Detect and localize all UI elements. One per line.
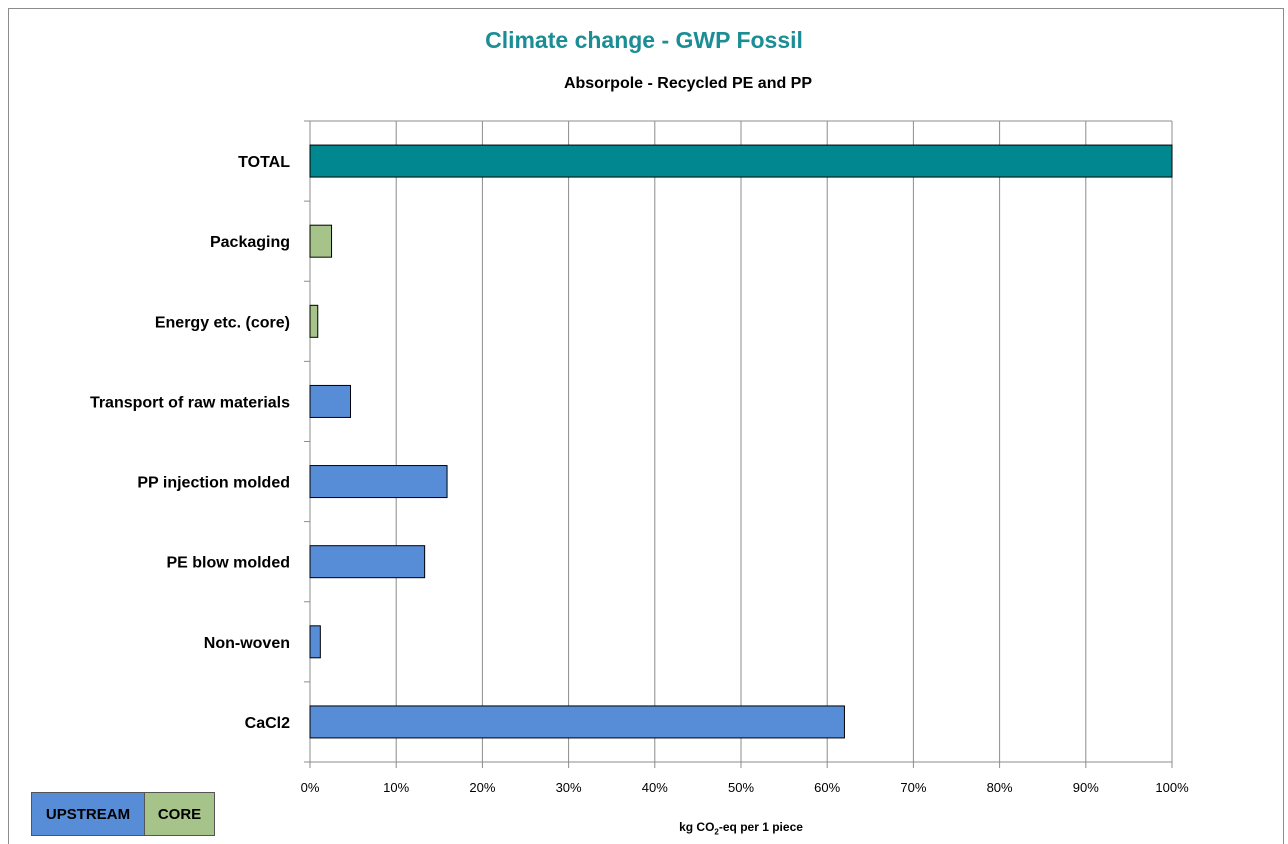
chart-subtitle: Absorpole - Recycled PE and PP <box>563 75 813 92</box>
x-tick-label: 60% <box>814 780 840 795</box>
legend-upstream: UPSTREAM <box>31 792 145 836</box>
x-axis-label: kg CO2-eq per 1 piece <box>310 820 1172 836</box>
chart-title: Climate change - GWP Fossil <box>485 27 803 53</box>
bar <box>309 144 1173 178</box>
category-label: TOTAL <box>238 154 290 171</box>
category-label: PE blow molded <box>166 555 290 572</box>
category-label: Non-woven <box>204 635 290 652</box>
x-tick-label: 30% <box>556 780 582 795</box>
bar <box>309 625 321 659</box>
bar <box>309 384 352 418</box>
bar <box>309 705 845 739</box>
x-tick-label: 10% <box>383 780 409 795</box>
category-label: Packaging <box>210 234 290 251</box>
x-tick-label: 50% <box>728 780 754 795</box>
x-axis-label-part-2: -eq per 1 piece <box>718 820 803 834</box>
category-label: CaCl2 <box>245 715 290 732</box>
x-tick-label: 100% <box>1155 780 1189 795</box>
x-axis-label-subscript: 2 <box>714 827 719 837</box>
bar <box>309 304 319 338</box>
x-tick-label: 70% <box>900 780 926 795</box>
legend-core: CORE <box>145 792 215 836</box>
legend: UPSTREAM CORE <box>31 792 215 836</box>
x-axis-label-part-1: kg CO <box>679 820 715 834</box>
bar <box>309 224 333 258</box>
bar <box>309 545 426 579</box>
x-tick-label: 90% <box>1073 780 1099 795</box>
category-label: Energy etc. (core) <box>155 314 290 331</box>
bar <box>309 465 448 499</box>
category-label: PP injection molded <box>137 475 290 492</box>
x-tick-label: 40% <box>642 780 668 795</box>
x-tick-label: 20% <box>469 780 495 795</box>
x-tick-label: 80% <box>987 780 1013 795</box>
category-label: Transport of raw materials <box>90 394 290 411</box>
x-tick-label: 0% <box>301 780 320 795</box>
